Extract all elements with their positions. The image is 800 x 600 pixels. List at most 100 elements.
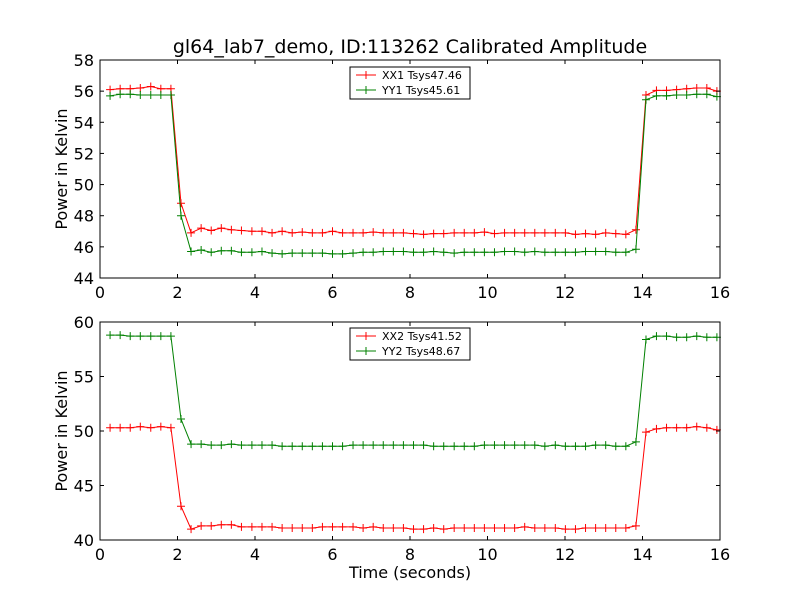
data-point	[662, 332, 671, 341]
data-point	[419, 230, 428, 239]
data-point	[399, 524, 408, 533]
data-point	[106, 331, 115, 340]
data-point	[409, 441, 418, 450]
data-point	[187, 525, 196, 534]
data-point	[571, 525, 580, 534]
data-point	[227, 520, 236, 529]
data-point	[349, 441, 358, 450]
data-point	[136, 84, 145, 93]
x-tick-label: 0	[95, 545, 105, 564]
data-point	[116, 423, 125, 432]
data-point	[338, 442, 347, 451]
data-point	[298, 442, 307, 451]
legend-label: YY2 Tsys48.67	[381, 345, 460, 358]
data-point	[419, 525, 428, 534]
data-point	[419, 248, 428, 257]
data-point	[682, 333, 691, 342]
data-point	[702, 423, 711, 432]
data-point	[237, 522, 246, 531]
data-point	[156, 91, 165, 100]
x-tick-label: 12	[555, 545, 575, 564]
data-point	[520, 441, 529, 450]
data-point	[490, 248, 499, 257]
data-point	[460, 248, 469, 257]
data-point	[490, 441, 499, 450]
data-point	[450, 524, 459, 533]
data-point	[207, 441, 216, 450]
data-point	[328, 249, 337, 258]
data-point	[439, 229, 448, 238]
x-tick-label: 2	[172, 283, 182, 302]
data-point	[439, 248, 448, 257]
data-point	[247, 522, 256, 531]
data-point	[288, 524, 297, 533]
data-point	[146, 332, 155, 341]
data-point	[530, 247, 539, 256]
legend-marker	[362, 347, 370, 355]
data-point	[500, 247, 509, 256]
series-2	[106, 90, 721, 258]
data-point	[308, 249, 317, 258]
data-point	[571, 248, 580, 257]
data-point	[510, 524, 519, 533]
data-point	[450, 442, 459, 451]
data-point	[268, 228, 277, 237]
data-point	[359, 228, 368, 237]
data-point	[692, 332, 701, 341]
x-tick-label: 4	[250, 545, 260, 564]
data-point	[561, 525, 570, 534]
data-point	[237, 441, 246, 450]
y-tick-label: 52	[74, 144, 94, 163]
x-tick-label: 10	[477, 545, 497, 564]
x-tick-label: 14	[632, 283, 652, 302]
data-point	[631, 437, 640, 446]
data-point	[349, 522, 358, 531]
data-point	[450, 249, 459, 258]
y-tick-label: 50	[74, 176, 94, 195]
data-point	[399, 441, 408, 450]
data-point	[490, 524, 499, 533]
data-point	[682, 423, 691, 432]
legend-marker	[362, 71, 370, 79]
data-point	[641, 428, 650, 437]
data-point	[176, 502, 185, 511]
data-point	[136, 332, 145, 341]
data-point	[520, 248, 529, 257]
legend: XX2 Tsys41.52 YY2 Tsys48.67	[349, 327, 471, 361]
data-point	[207, 248, 216, 257]
legend-marker	[362, 86, 370, 94]
data-point	[187, 440, 196, 449]
data-point	[288, 442, 297, 451]
data-point	[500, 228, 509, 237]
data-point	[126, 423, 135, 432]
data-point	[318, 228, 327, 237]
data-point	[278, 442, 287, 451]
data-point	[470, 524, 479, 533]
data-point	[601, 441, 610, 450]
data-point	[530, 441, 539, 450]
data-point	[379, 441, 388, 450]
data-point	[450, 228, 459, 237]
data-point	[237, 248, 246, 257]
data-point	[359, 524, 368, 533]
legend-marker	[362, 332, 370, 340]
data-point	[439, 525, 448, 534]
data-point	[136, 91, 145, 100]
data-point	[359, 441, 368, 450]
data-point	[146, 82, 155, 91]
data-point	[116, 90, 125, 99]
data-point	[126, 332, 135, 341]
series-2	[106, 331, 721, 451]
data-point	[641, 335, 650, 344]
series-1	[106, 82, 721, 239]
data-point	[116, 331, 125, 340]
x-tick-label: 0	[95, 283, 105, 302]
data-point	[561, 248, 570, 257]
data-point	[490, 229, 499, 238]
data-point	[621, 442, 630, 451]
data-point	[349, 249, 358, 258]
data-point	[176, 211, 185, 220]
series-line	[110, 85, 718, 235]
data-point	[662, 91, 671, 100]
data-point	[480, 228, 489, 237]
